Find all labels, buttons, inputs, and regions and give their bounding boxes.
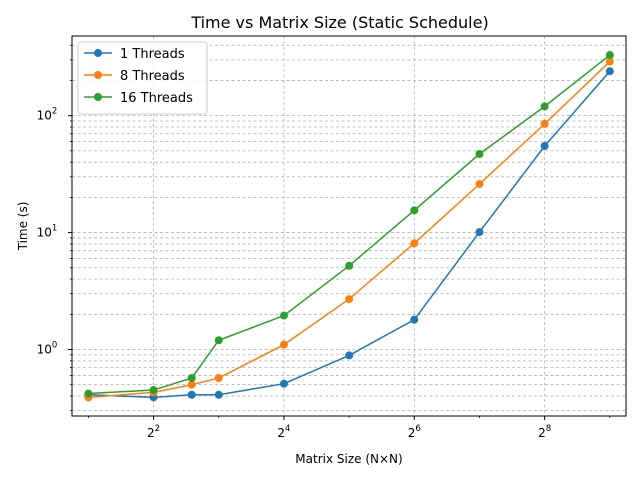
legend-label: 16 Threads xyxy=(120,91,193,106)
legend-item: 1 Threads xyxy=(84,47,185,62)
data-point xyxy=(475,149,484,158)
data-point xyxy=(410,239,419,248)
data-point xyxy=(345,351,354,360)
legend-label: 1 Threads xyxy=(120,47,185,62)
data-point xyxy=(279,311,288,320)
legend: 1 Threads 8 Threads 16 Threads xyxy=(77,41,208,115)
data-point xyxy=(149,386,158,395)
data-point xyxy=(214,336,223,345)
x-axis-ticks: 22 24 26 28 xyxy=(87,416,611,440)
legend-swatch-marker xyxy=(94,71,102,79)
data-point xyxy=(475,180,484,189)
data-point xyxy=(475,228,484,237)
data-point xyxy=(605,57,614,66)
series-16-threads xyxy=(84,51,614,398)
series-1-threads xyxy=(84,67,614,402)
series-line xyxy=(88,70,611,399)
legend-box xyxy=(77,41,208,115)
y-tick-label: 101 xyxy=(37,224,58,240)
data-point xyxy=(605,67,614,76)
data-point xyxy=(84,389,93,398)
data-point xyxy=(214,374,223,383)
data-point xyxy=(345,261,354,270)
legend-label: 8 Threads xyxy=(120,69,185,84)
series-line xyxy=(88,61,611,399)
chart-title: Time vs Matrix Size (Static Schedule) xyxy=(190,13,488,32)
data-point xyxy=(540,102,549,111)
series-layer xyxy=(84,51,614,402)
y-axis-label: Time (s) xyxy=(16,202,30,252)
data-point xyxy=(540,119,549,128)
legend-swatch-marker xyxy=(94,49,102,57)
y-tick-label: 100 xyxy=(37,341,58,357)
x-axis-label: Matrix Size (N×N) xyxy=(295,452,402,466)
data-point xyxy=(279,340,288,349)
data-point xyxy=(187,380,196,389)
x-tick-label: 28 xyxy=(538,424,551,440)
data-point xyxy=(345,295,354,304)
x-tick-label: 26 xyxy=(408,424,421,440)
series-line xyxy=(88,54,611,395)
y-tick-label: 102 xyxy=(37,107,58,123)
data-point xyxy=(279,379,288,388)
data-point xyxy=(187,374,196,383)
data-point xyxy=(214,390,223,399)
data-point xyxy=(540,142,549,151)
data-point xyxy=(410,315,419,324)
x-tick-label: 22 xyxy=(147,424,160,440)
legend-swatch-marker xyxy=(94,93,102,101)
x-tick-label: 24 xyxy=(277,424,290,440)
legend-item: 16 Threads xyxy=(84,91,193,106)
data-point xyxy=(605,51,614,60)
legend-item: 8 Threads xyxy=(84,69,185,84)
data-point xyxy=(187,390,196,399)
data-point xyxy=(410,206,419,215)
y-axis-ticks: 100 101 102 xyxy=(37,44,72,412)
